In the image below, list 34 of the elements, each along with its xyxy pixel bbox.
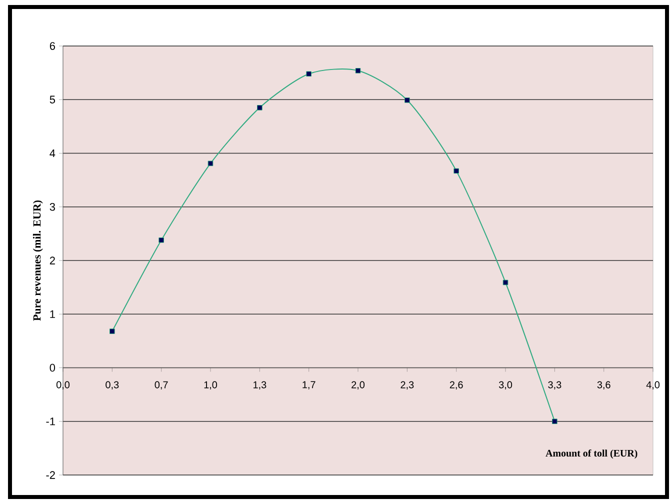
point (355, 68, 361, 74)
y-tick-label: 2 (50, 256, 55, 264)
point (110, 328, 115, 334)
y-tick-label: 3 (50, 203, 55, 211)
y-tick-label: 0 (50, 364, 56, 372)
point (306, 71, 312, 77)
point (158, 237, 164, 243)
point (454, 168, 459, 174)
y-tick-label: -2 (46, 471, 55, 479)
x-tick-label: 3,6 (597, 381, 610, 390)
y-axis-title: Pure revenues (mil. EUR) (32, 200, 43, 321)
x-tick-label: 3,3 (548, 381, 562, 390)
x-tick-label: 0,0 (56, 381, 70, 390)
x-tick-label: 1,3 (254, 381, 266, 390)
x-tick-label: 3,0 (498, 381, 512, 390)
y-tick-label: 6 (50, 42, 55, 50)
point (257, 105, 262, 110)
point (502, 280, 508, 286)
x-tick-label: 2,0 (352, 381, 365, 390)
x-tick-label: 1,0 (204, 381, 218, 390)
x-tick-label: 0,3 (106, 381, 119, 390)
y-tick-label: 1 (50, 310, 55, 318)
y-tick-label: 4 (50, 149, 56, 158)
y-tick-label: -1 (46, 418, 55, 426)
x-tick-label: 4,0 (646, 381, 660, 390)
x-tick-label: 0,7 (154, 381, 168, 390)
point (404, 98, 410, 103)
x-tick-label: 2,3 (400, 381, 414, 390)
y-tick-label: 5 (50, 96, 56, 104)
x-tick-label: 2,6 (450, 381, 463, 390)
x-axis-title: Amount of toll (EUR) (546, 449, 638, 459)
point (208, 160, 214, 166)
point (552, 418, 558, 424)
x-tick-label: 1,7 (302, 381, 316, 390)
